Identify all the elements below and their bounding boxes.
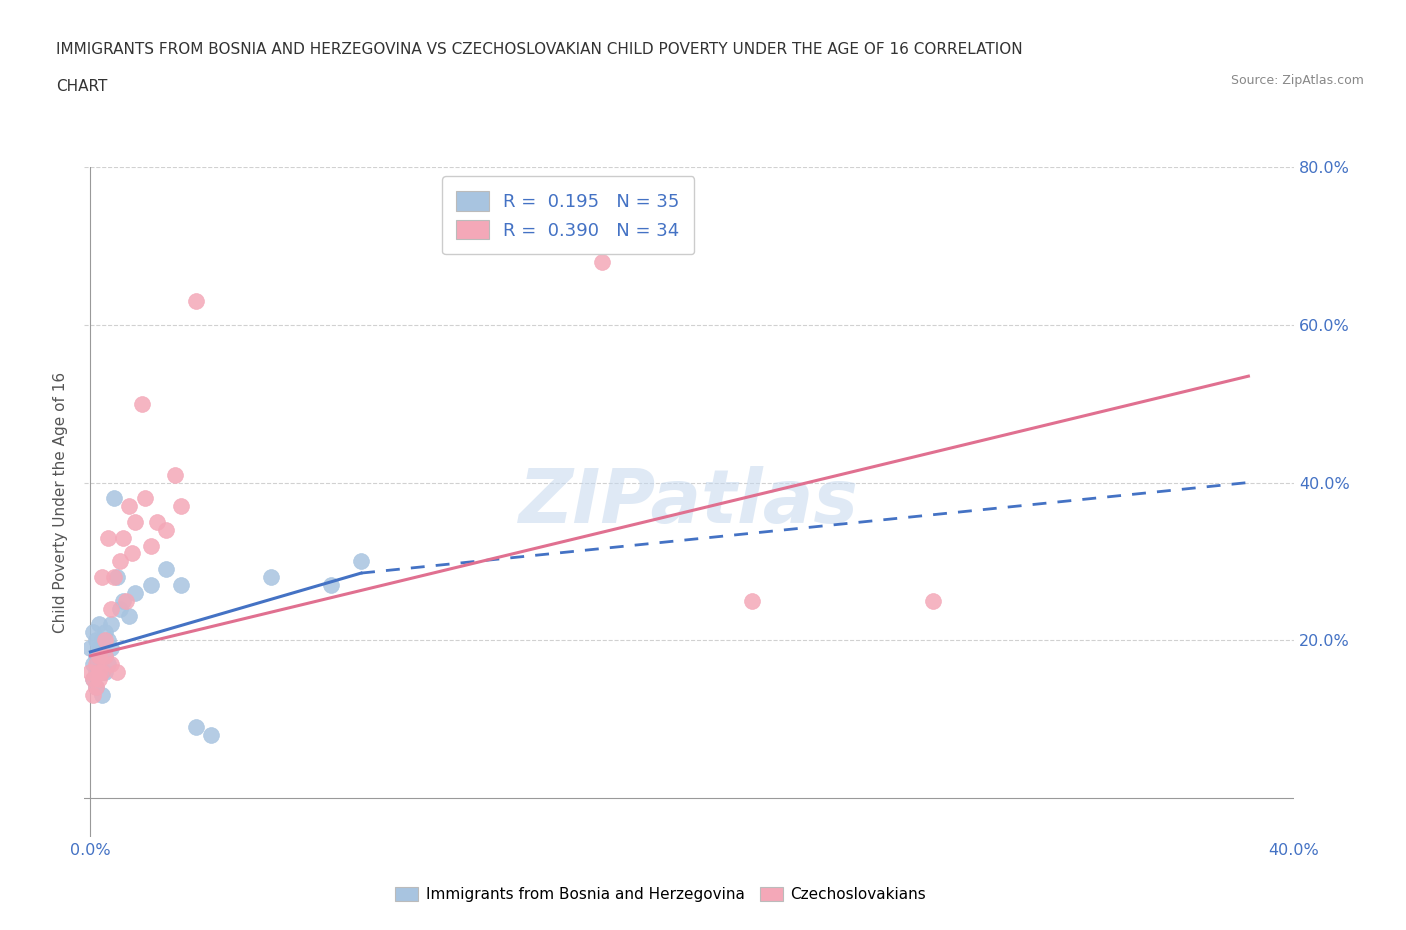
Legend: Immigrants from Bosnia and Herzegovina, Czechoslovakians: Immigrants from Bosnia and Herzegovina, …	[389, 881, 932, 909]
Point	[921, 593, 943, 608]
Point	[82, 625, 104, 640]
Point	[89, 641, 111, 656]
Legend: R =  0.195   N = 35, R =  0.390   N = 34: R = 0.195 N = 35, R = 0.390 N = 34	[441, 177, 695, 254]
Point	[145, 514, 167, 529]
Point	[112, 593, 135, 608]
Point	[139, 538, 162, 553]
Point	[591, 255, 613, 270]
Point	[131, 396, 153, 411]
Point	[118, 498, 141, 513]
Point	[112, 530, 135, 545]
Point	[94, 664, 117, 679]
Point	[91, 569, 114, 584]
Point	[82, 672, 104, 687]
Point	[94, 648, 117, 663]
Point	[97, 632, 120, 647]
Point	[103, 491, 125, 506]
Point	[79, 664, 101, 679]
Point	[86, 648, 108, 663]
Point	[121, 546, 143, 561]
Point	[91, 664, 114, 679]
Point	[100, 617, 122, 631]
Point	[169, 578, 191, 592]
Point	[91, 664, 114, 679]
Point	[86, 680, 108, 695]
Text: ZIPatlas: ZIPatlas	[519, 466, 859, 538]
Point	[89, 648, 111, 663]
Point	[97, 657, 120, 671]
Point	[89, 657, 111, 671]
Text: IMMIGRANTS FROM BOSNIA AND HERZEGOVINA VS CZECHOSLOVAKIAN CHILD POVERTY UNDER TH: IMMIGRANTS FROM BOSNIA AND HERZEGOVINA V…	[56, 42, 1024, 57]
Point	[184, 294, 207, 309]
Point	[110, 554, 132, 569]
Point	[89, 617, 111, 631]
Point	[94, 648, 117, 663]
Point	[79, 641, 101, 656]
Point	[118, 609, 141, 624]
Point	[184, 719, 207, 734]
Point	[200, 727, 222, 742]
Point	[124, 514, 146, 529]
Point	[94, 625, 117, 640]
Point	[91, 688, 114, 703]
Point	[169, 498, 191, 513]
Point	[82, 672, 104, 687]
Point	[86, 632, 108, 647]
Point	[97, 530, 120, 545]
Point	[110, 601, 132, 616]
Point	[124, 585, 146, 600]
Point	[115, 593, 138, 608]
Point	[139, 578, 162, 592]
Point	[86, 657, 108, 671]
Point	[100, 641, 122, 656]
Text: Source: ZipAtlas.com: Source: ZipAtlas.com	[1230, 74, 1364, 87]
Point	[155, 562, 177, 577]
Point	[100, 657, 122, 671]
Point	[82, 657, 104, 671]
Point	[103, 569, 125, 584]
Point	[94, 632, 117, 647]
Point	[134, 491, 156, 506]
Y-axis label: Child Poverty Under the Age of 16: Child Poverty Under the Age of 16	[52, 372, 67, 632]
Point	[82, 688, 104, 703]
Point	[86, 664, 108, 679]
Point	[163, 467, 186, 482]
Point	[155, 523, 177, 538]
Point	[350, 554, 373, 569]
Point	[91, 632, 114, 647]
Point	[89, 664, 111, 679]
Point	[107, 569, 129, 584]
Point	[86, 680, 108, 695]
Point	[260, 569, 283, 584]
Point	[319, 578, 342, 592]
Point	[741, 593, 763, 608]
Point	[100, 601, 122, 616]
Point	[107, 664, 129, 679]
Point	[89, 672, 111, 687]
Text: CHART: CHART	[56, 79, 108, 94]
